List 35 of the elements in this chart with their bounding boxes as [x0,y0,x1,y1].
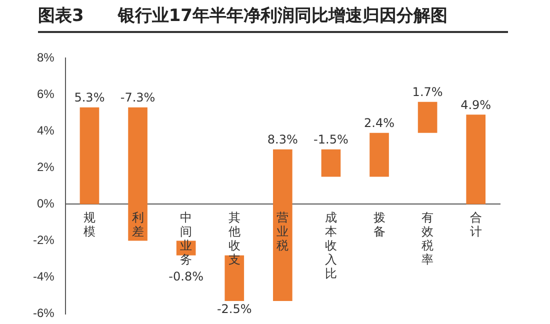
x-tick-label: 成本收入比 [324,210,337,280]
y-tick-label: -4% [32,270,55,284]
y-tick-label: 8% [36,50,55,64]
bar [128,107,148,241]
bar [224,255,244,302]
bar [418,102,438,133]
y-tick-label: 4% [36,123,55,138]
x-tick-label: 中间业务 [180,210,192,266]
bar [466,114,486,204]
data-label: 4.9% [460,98,492,112]
bar [80,107,100,204]
bar [321,149,341,177]
data-label: 8.3% [267,132,298,146]
y-tick-label: 6% [36,86,55,101]
x-tick-label: 合计 [470,210,482,238]
data-label: -2.5% [216,302,252,316]
x-tick-label: 有效税率 [422,210,434,266]
data-label: 2.4% [364,116,395,130]
data-label: -7.3% [120,90,156,104]
data-label: 1.7% [412,84,443,99]
bar [370,132,389,177]
data-label: -0.8% [168,269,204,284]
bar [273,149,292,302]
y-tick-label: 0% [36,196,55,210]
y-tick-label: -6% [32,306,55,320]
y-tick-label: -2% [32,233,55,248]
data-label: 5.3% [74,90,105,104]
x-tick-label: 其他收支 [228,210,240,266]
x-tick-label: 拨备 [373,210,386,238]
y-tick-label: 2% [36,160,55,174]
chart-title: 图表3 银行业17年半年净利润同比增速归因分解图 [38,4,508,33]
x-tick-label: 营业税 [276,210,289,252]
x-tick-label: 规模 [83,210,96,238]
x-tick-label: 利差 [132,210,144,238]
data-label: -1.5% [314,132,348,146]
